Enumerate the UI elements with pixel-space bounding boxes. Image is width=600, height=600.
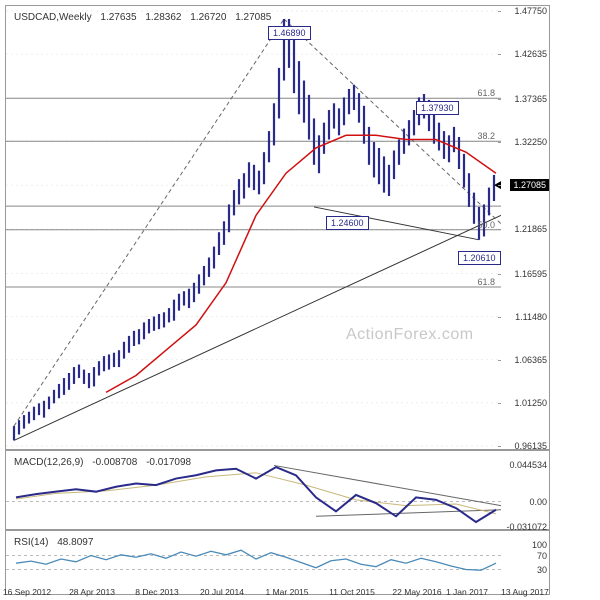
- price-ytick: 1.37365: [514, 94, 547, 104]
- fib-label: 38.2: [477, 131, 495, 141]
- current-price-tag: 1.27085: [510, 179, 549, 191]
- price-ytick: 1.06365: [514, 355, 547, 365]
- macd-ytick: 0.044534: [509, 460, 547, 470]
- rsi-ytick: 30: [537, 565, 547, 575]
- x-tick-label: 20 Jul 2014: [200, 587, 244, 597]
- price-label-box: 1.24600: [326, 216, 369, 230]
- macd-svg: [6, 451, 501, 531]
- rsi-ytick: 100: [532, 540, 547, 550]
- x-tick-label: 1 Mar 2015: [266, 587, 309, 597]
- x-tick-label: 22 May 2016: [392, 587, 441, 597]
- x-tick-label: 11 Oct 2015: [329, 587, 375, 597]
- x-tick-label: 8 Dec 2013: [135, 587, 178, 597]
- price-chart-panel: USDCAD,Weekly 1.27635 1.28362 1.26720 1.…: [5, 5, 550, 450]
- fib-label: 50.0: [477, 220, 495, 230]
- price-ytick: 1.21865: [514, 224, 547, 234]
- x-axis: 16 Sep 2012 28 Apr 2013 8 Dec 2013 20 Jul 2…: [5, 582, 550, 598]
- price-label-box: 1.46890: [268, 26, 311, 40]
- x-tick-label: 28 Apr 2013: [69, 587, 115, 597]
- price-ytick: 1.32250: [514, 137, 547, 147]
- rsi-svg: [6, 531, 501, 582]
- watermark: ActionForex.com: [346, 326, 474, 344]
- price-ytick: 1.16595: [514, 269, 547, 279]
- macd-ytick: 0.00: [529, 497, 547, 507]
- rsi-ytick: 70: [537, 551, 547, 561]
- macd-panel: MACD(12,26,9) -0.008708 -0.017098 -0.031…: [5, 450, 550, 530]
- fib-label: 61.8: [477, 88, 495, 98]
- price-ytick: 1.47750: [514, 6, 547, 16]
- price-label-box: 1.20610: [458, 251, 501, 265]
- price-ytick: 1.11480: [515, 312, 547, 322]
- x-tick-label: 16 Sep 2012: [3, 587, 51, 597]
- x-tick-label: 1 Jan 2017: [446, 587, 488, 597]
- fib-label: 61.8: [477, 277, 495, 287]
- x-tick-label: 13 Aug 2017: [501, 587, 549, 597]
- price-label-box: 1.37930: [416, 101, 459, 115]
- macd-y-axis: -0.0310720.000.044534: [499, 451, 549, 531]
- price-chart-svg: [6, 6, 501, 451]
- price-ytick: 1.42635: [514, 49, 547, 59]
- price-y-axis: 0.961351.012501.063651.114801.165951.218…: [499, 6, 549, 451]
- price-ytick: 1.01250: [514, 398, 547, 408]
